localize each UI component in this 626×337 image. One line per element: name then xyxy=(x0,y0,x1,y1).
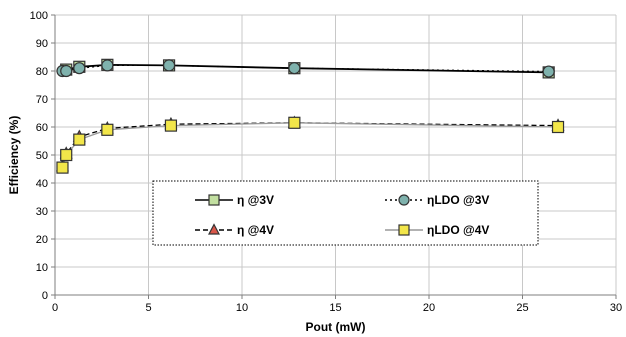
legend-label: ηLDO @3V xyxy=(427,193,489,207)
x-tick-label: 20 xyxy=(423,302,435,314)
y-tick-label: 20 xyxy=(36,234,48,246)
data-point xyxy=(101,123,114,136)
legend-item-1: η @3V xyxy=(195,193,274,207)
y-tick-label: 30 xyxy=(36,206,48,218)
legend-marker xyxy=(398,194,410,206)
data-point xyxy=(542,65,555,78)
x-tick-label: 25 xyxy=(516,302,528,314)
x-axis-title: Pout (mW) xyxy=(306,320,366,334)
legend-marker xyxy=(208,223,220,235)
x-tick-label: 30 xyxy=(610,302,622,314)
x-tick-label: 0 xyxy=(52,302,58,314)
y-axis-title: Efficiency (%) xyxy=(7,116,21,195)
data-point xyxy=(101,59,114,72)
x-tick-label: 5 xyxy=(145,302,151,314)
series-2 xyxy=(56,59,555,78)
series-line xyxy=(61,122,559,167)
legend-item-3: η @4V xyxy=(195,223,274,237)
data-point xyxy=(73,133,86,146)
data-point xyxy=(164,119,178,132)
y-tick-label: 50 xyxy=(36,150,48,162)
legend-marker xyxy=(208,194,220,206)
data-point xyxy=(288,116,301,129)
data-point xyxy=(73,62,86,75)
y-tick-label: 70 xyxy=(36,94,48,106)
y-tick-label: 90 xyxy=(36,38,48,50)
data-point xyxy=(162,59,176,72)
legend-label: η @3V xyxy=(237,193,274,207)
data-point xyxy=(60,64,73,78)
series-4 xyxy=(56,116,565,174)
data-point xyxy=(60,148,73,162)
y-tick-label: 10 xyxy=(36,262,48,274)
legend-item-2: ηLDO @3V xyxy=(385,193,489,207)
y-tick-label: 40 xyxy=(36,178,48,190)
legend: η @3V ηLDO @3V η @4V ηLDO @4V xyxy=(152,180,539,246)
data-point xyxy=(551,120,565,134)
tick-labels: 0 10 20 30 40 50 60 70 80 90 100 0 5 10 15 20 25 30 xyxy=(30,10,622,314)
y-tick-label: 100 xyxy=(30,10,48,22)
y-tick-label: 80 xyxy=(36,66,48,78)
grid-lines xyxy=(55,14,617,295)
legend-item-4: ηLDO @4V xyxy=(385,223,489,237)
x-tick-label: 15 xyxy=(329,302,341,314)
data-point xyxy=(288,62,301,75)
series-layer xyxy=(55,58,565,174)
series-line xyxy=(61,122,559,168)
x-tick-label: 10 xyxy=(236,302,248,314)
series-3 xyxy=(55,115,565,172)
y-tick-label: 0 xyxy=(42,290,48,302)
data-point xyxy=(56,161,69,174)
legend-label: η @4V xyxy=(237,223,274,237)
legend-marker xyxy=(398,224,410,236)
y-tick-label: 60 xyxy=(36,122,48,134)
legend-label: ηLDO @4V xyxy=(427,223,489,237)
